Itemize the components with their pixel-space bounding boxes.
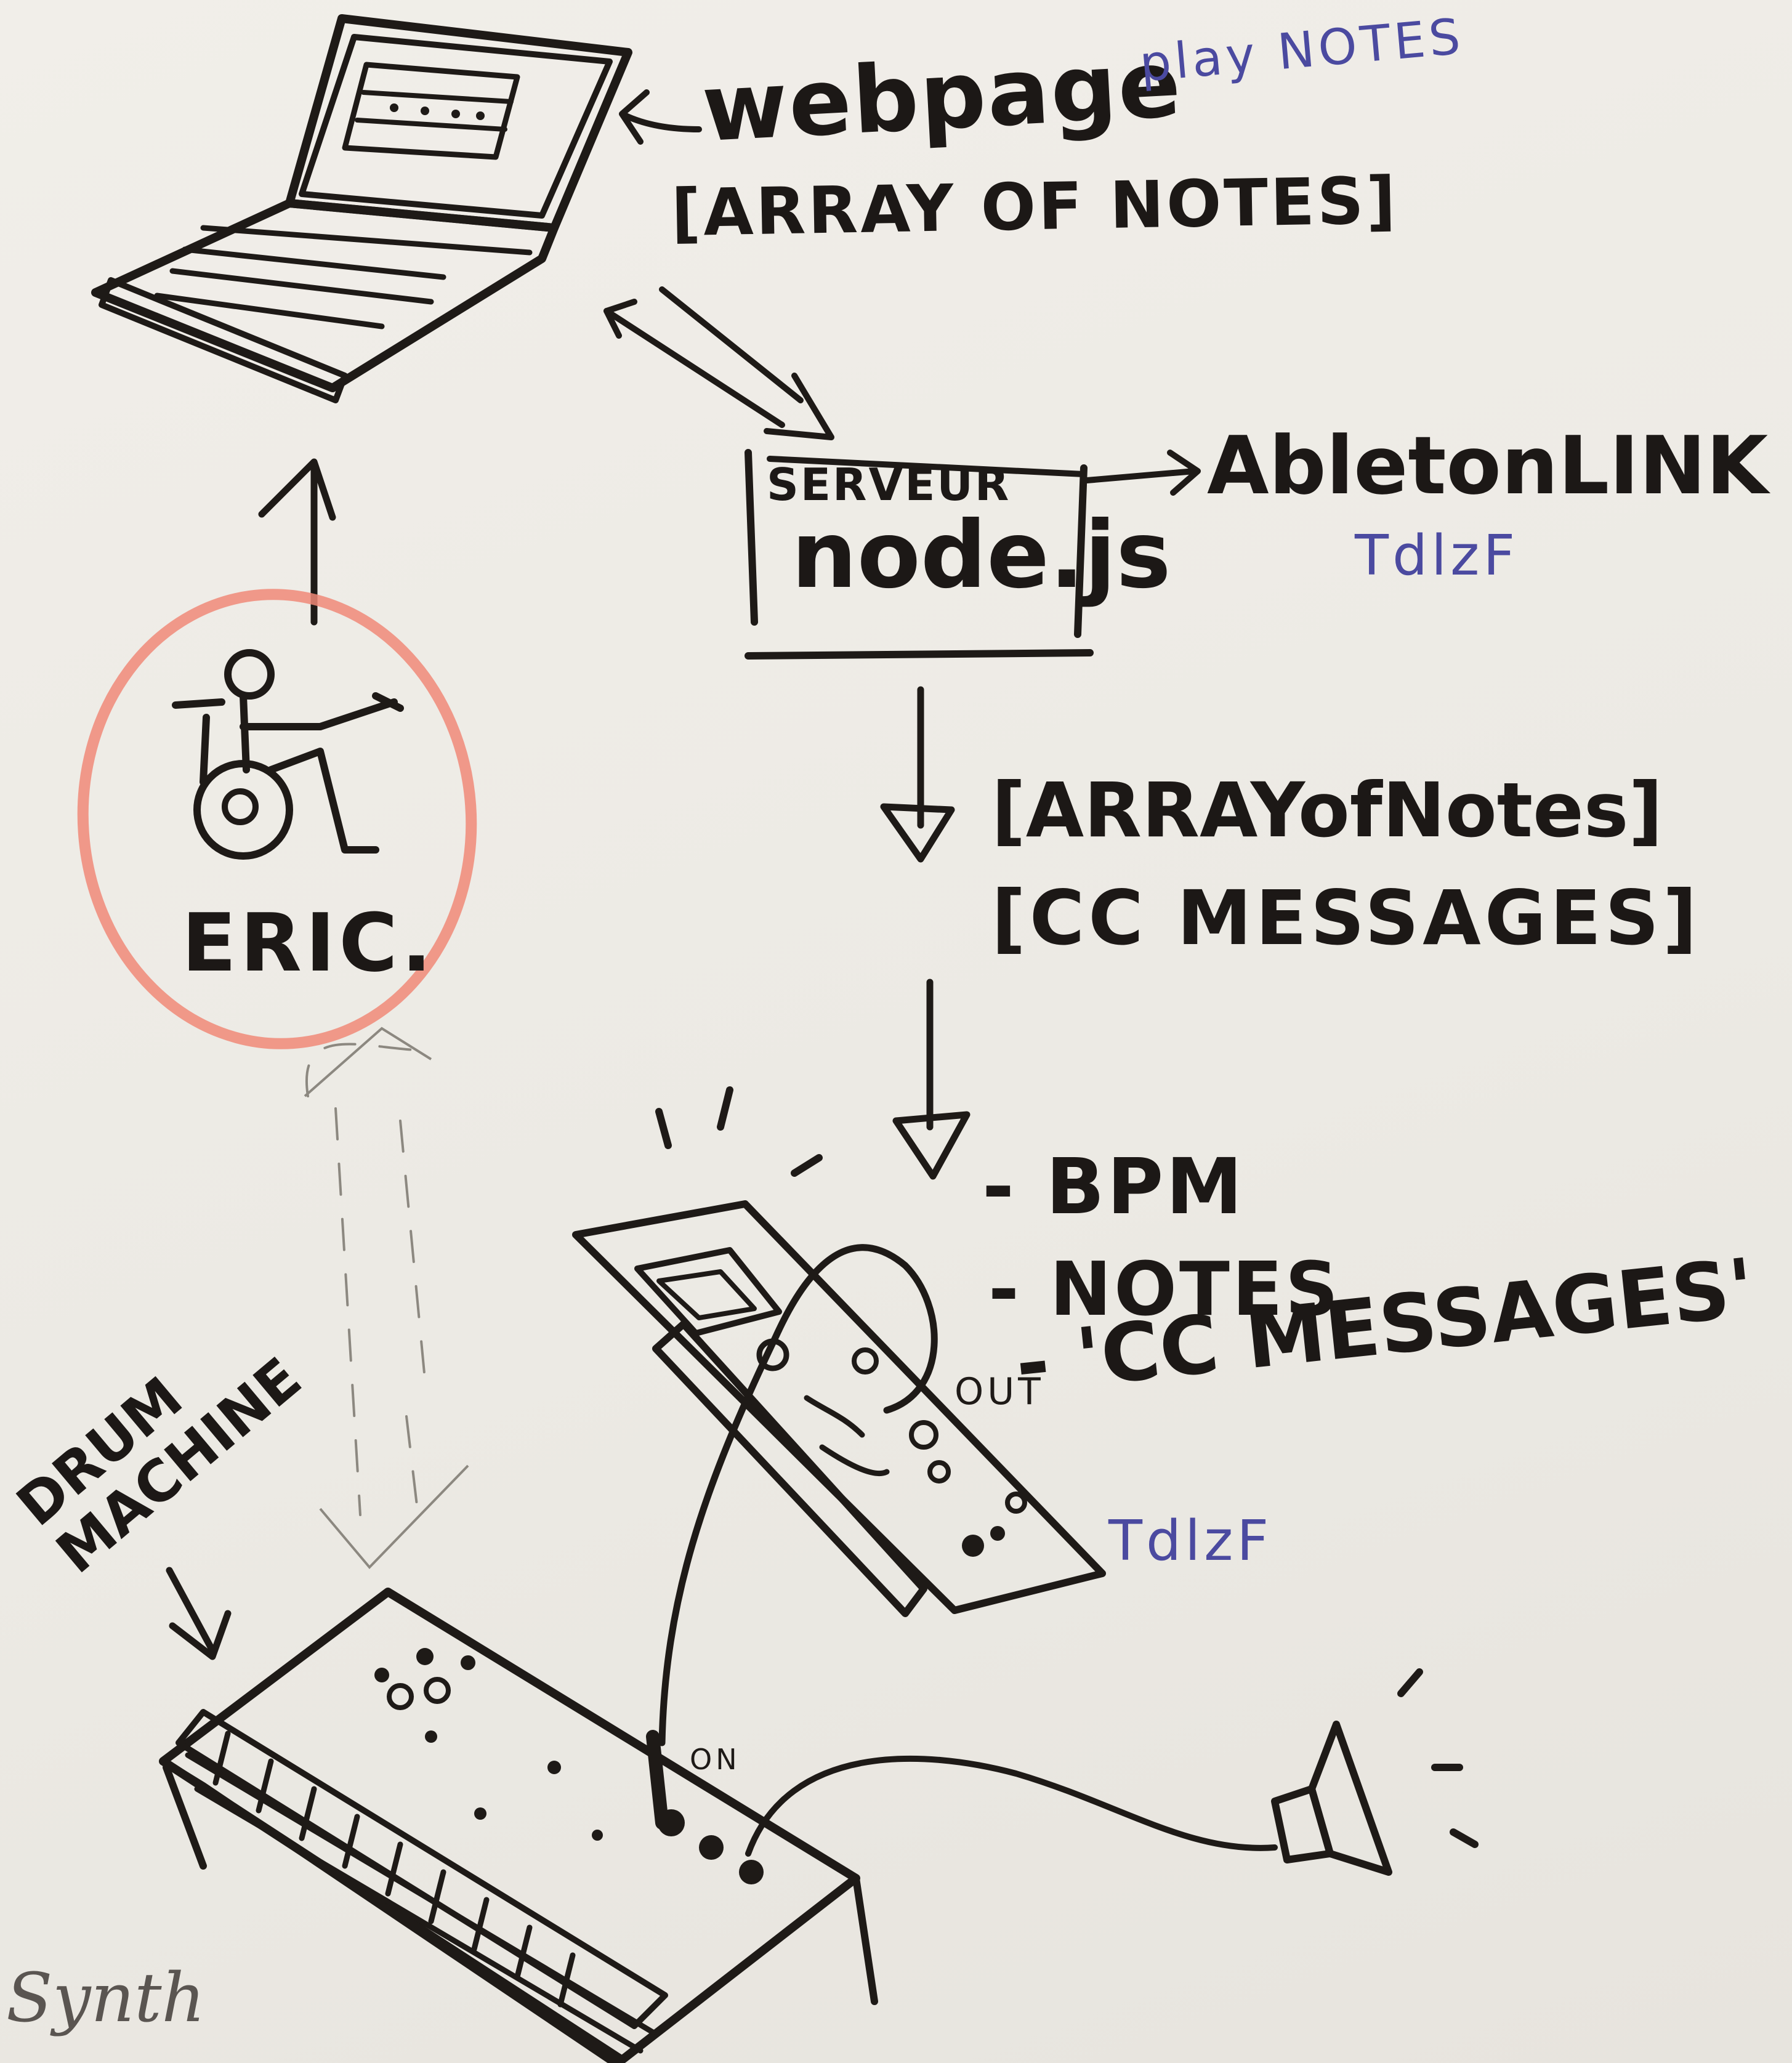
label-in: ON	[690, 1743, 741, 1776]
label-array-of-notes-top: [ARRAY OF NOTES]	[671, 163, 1399, 251]
label-eric: ERIC.	[182, 896, 436, 990]
midi-controller-icon	[572, 1200, 1106, 1617]
arrow-to-ableton	[1084, 450, 1201, 496]
label-todo-2: TdlzF	[1108, 1509, 1273, 1573]
pencil-arrows	[304, 1027, 469, 1569]
activity-marks	[655, 1086, 823, 1177]
arrow-arrays-down	[892, 979, 971, 1180]
label-ableton-link: AbletonLINK	[1207, 419, 1769, 512]
speaker-icon	[1271, 1668, 1479, 1876]
laptop-icon	[91, 14, 632, 403]
label-todo-1: TdlzF	[1355, 523, 1519, 588]
wheelchair-user-icon	[172, 649, 404, 860]
label-synth: Synth	[6, 1958, 206, 2037]
label-cc-messages-mid: [CC MESSAGES]	[991, 874, 1701, 962]
label-out: OUT	[955, 1370, 1044, 1413]
eric-highlight-circle	[77, 589, 477, 1049]
arrow-laptop-server	[603, 286, 834, 440]
server-box	[745, 449, 1094, 660]
drum-machine-arrow	[166, 1567, 232, 1660]
label-notes: - NOTES	[988, 1247, 1341, 1333]
audio-cable	[745, 1755, 1278, 1857]
label-bpm: - BPM	[982, 1142, 1245, 1232]
synth-drum-machine-icon	[159, 1588, 878, 2063]
label-array-of-notes-mid: [ARRAYofNotes]	[991, 767, 1663, 854]
arrow-to-laptop	[619, 89, 702, 145]
arrow-server-down	[880, 686, 955, 863]
server-label-small: SERVEUR	[767, 459, 1011, 511]
midi-cable	[658, 1244, 938, 1746]
server-label-main: node.js	[791, 502, 1171, 609]
